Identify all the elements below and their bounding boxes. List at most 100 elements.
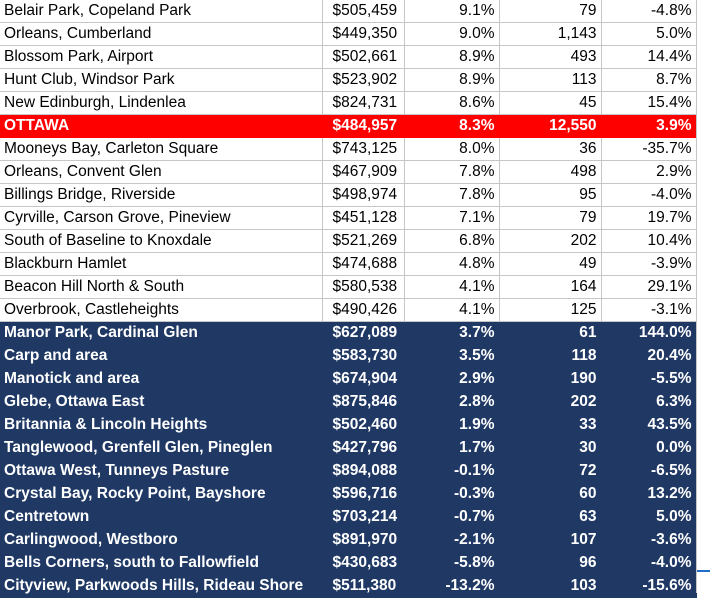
count-cell[interactable]: 125 xyxy=(499,298,602,322)
price-cell[interactable]: $627,089 xyxy=(322,321,405,345)
change-cell[interactable]: -3.6% xyxy=(601,528,697,552)
price-cell[interactable]: $498,974 xyxy=(322,183,405,207)
percent-cell[interactable]: 8.9% xyxy=(404,68,500,92)
price-cell[interactable]: $430,683 xyxy=(322,551,405,575)
percent-cell[interactable]: -0.7% xyxy=(404,505,500,529)
area-cell[interactable]: Hunt Club, Windsor Park xyxy=(0,68,323,92)
change-cell[interactable]: 15.4% xyxy=(601,91,697,115)
price-cell[interactable]: $467,909 xyxy=(322,160,405,184)
area-cell[interactable]: Bells Corners, south to Fallowfield xyxy=(0,551,323,575)
area-cell[interactable]: Tanglewood, Grenfell Glen, Pineglen xyxy=(0,436,323,460)
change-cell[interactable]: -6.5% xyxy=(601,459,697,483)
area-cell[interactable]: Carlingwood, Westboro xyxy=(0,528,323,552)
price-cell[interactable]: $521,269 xyxy=(322,229,405,253)
area-cell[interactable]: Overbrook, Castleheights xyxy=(0,298,323,322)
change-cell[interactable]: -4.0% xyxy=(601,551,697,575)
change-cell[interactable]: 5.0% xyxy=(601,505,697,529)
percent-cell[interactable]: 9.1% xyxy=(404,0,500,23)
change-cell[interactable]: 14.4% xyxy=(601,45,697,69)
count-cell[interactable]: 63 xyxy=(499,505,602,529)
area-cell[interactable]: Cityview, Parkwoods Hills, Rideau Shore xyxy=(0,574,323,598)
count-cell[interactable]: 190 xyxy=(499,367,602,391)
count-cell[interactable]: 60 xyxy=(499,482,602,506)
count-cell[interactable]: 79 xyxy=(499,0,602,23)
percent-cell[interactable]: 3.5% xyxy=(404,344,500,368)
change-cell[interactable]: -3.1% xyxy=(601,298,697,322)
change-cell[interactable]: -4.0% xyxy=(601,183,697,207)
percent-cell[interactable]: 1.9% xyxy=(404,413,500,437)
price-cell[interactable]: $703,214 xyxy=(322,505,405,529)
count-cell[interactable]: 107 xyxy=(499,528,602,552)
change-cell[interactable]: 6.3% xyxy=(601,390,697,414)
percent-cell[interactable]: -2.1% xyxy=(404,528,500,552)
area-cell[interactable]: Orleans, Cumberland xyxy=(0,22,323,46)
price-cell[interactable]: $743,125 xyxy=(322,137,405,161)
change-cell[interactable]: 3.9% xyxy=(601,114,697,138)
price-cell[interactable]: $505,459 xyxy=(322,0,405,23)
percent-cell[interactable]: 2.9% xyxy=(404,367,500,391)
price-cell[interactable]: $427,796 xyxy=(322,436,405,460)
count-cell[interactable]: 45 xyxy=(499,91,602,115)
area-cell[interactable]: Blackburn Hamlet xyxy=(0,252,323,276)
count-cell[interactable]: 95 xyxy=(499,183,602,207)
count-cell[interactable]: 164 xyxy=(499,275,602,299)
price-cell[interactable]: $523,902 xyxy=(322,68,405,92)
percent-cell[interactable]: 9.0% xyxy=(404,22,500,46)
area-cell[interactable]: Manor Park, Cardinal Glen xyxy=(0,321,323,345)
change-cell[interactable]: 29.1% xyxy=(601,275,697,299)
percent-cell[interactable]: 7.8% xyxy=(404,183,500,207)
area-cell[interactable]: Belair Park, Copeland Park xyxy=(0,0,323,23)
percent-cell[interactable]: -0.1% xyxy=(404,459,500,483)
area-cell[interactable]: New Edinburgh, Lindenlea xyxy=(0,91,323,115)
count-cell[interactable]: 72 xyxy=(499,459,602,483)
area-cell[interactable]: Carp and area xyxy=(0,344,323,368)
count-cell[interactable]: 118 xyxy=(499,344,602,368)
change-cell[interactable]: -15.6% xyxy=(601,574,697,598)
price-cell[interactable]: $824,731 xyxy=(322,91,405,115)
price-cell[interactable]: $891,970 xyxy=(322,528,405,552)
count-cell[interactable]: 36 xyxy=(499,137,602,161)
change-cell[interactable]: 8.7% xyxy=(601,68,697,92)
percent-cell[interactable]: -13.2% xyxy=(404,574,500,598)
price-cell[interactable]: $502,460 xyxy=(322,413,405,437)
change-cell[interactable]: 19.7% xyxy=(601,206,697,230)
percent-cell[interactable]: 8.0% xyxy=(404,137,500,161)
percent-cell[interactable]: 8.3% xyxy=(404,114,500,138)
price-cell[interactable]: $474,688 xyxy=(322,252,405,276)
count-cell[interactable]: 33 xyxy=(499,413,602,437)
count-cell[interactable]: 202 xyxy=(499,229,602,253)
area-cell[interactable]: Glebe, Ottawa East xyxy=(0,390,323,414)
price-cell[interactable]: $875,846 xyxy=(322,390,405,414)
percent-cell[interactable]: 8.9% xyxy=(404,45,500,69)
percent-cell[interactable]: 8.6% xyxy=(404,91,500,115)
area-cell[interactable]: Britannia & Lincoln Heights xyxy=(0,413,323,437)
area-cell[interactable]: Ottawa West, Tunneys Pasture xyxy=(0,459,323,483)
price-cell[interactable]: $484,957 xyxy=(322,114,405,138)
percent-cell[interactable]: 7.8% xyxy=(404,160,500,184)
count-cell[interactable]: 12,550 xyxy=(499,114,602,138)
percent-cell[interactable]: 4.1% xyxy=(404,298,500,322)
count-cell[interactable]: 498 xyxy=(499,160,602,184)
price-cell[interactable]: $674,904 xyxy=(322,367,405,391)
area-cell[interactable]: Billings Bridge, Riverside xyxy=(0,183,323,207)
price-cell[interactable]: $596,716 xyxy=(322,482,405,506)
area-cell[interactable]: South of Baseline to Knoxdale xyxy=(0,229,323,253)
price-cell[interactable]: $583,730 xyxy=(322,344,405,368)
count-cell[interactable]: 103 xyxy=(499,574,602,598)
price-cell[interactable]: $502,661 xyxy=(322,45,405,69)
percent-cell[interactable]: 4.8% xyxy=(404,252,500,276)
change-cell[interactable]: 43.5% xyxy=(601,413,697,437)
area-cell[interactable]: Mooneys Bay, Carleton Square xyxy=(0,137,323,161)
count-cell[interactable]: 113 xyxy=(499,68,602,92)
percent-cell[interactable]: 3.7% xyxy=(404,321,500,345)
area-cell[interactable]: Blossom Park, Airport xyxy=(0,45,323,69)
price-cell[interactable]: $894,088 xyxy=(322,459,405,483)
price-cell[interactable]: $511,380 xyxy=(322,574,405,598)
price-cell[interactable]: $580,538 xyxy=(322,275,405,299)
percent-cell[interactable]: 4.1% xyxy=(404,275,500,299)
change-cell[interactable]: -5.5% xyxy=(601,367,697,391)
change-cell[interactable]: 2.9% xyxy=(601,160,697,184)
percent-cell[interactable]: 7.1% xyxy=(404,206,500,230)
change-cell[interactable]: -4.8% xyxy=(601,0,697,23)
price-cell[interactable]: $451,128 xyxy=(322,206,405,230)
